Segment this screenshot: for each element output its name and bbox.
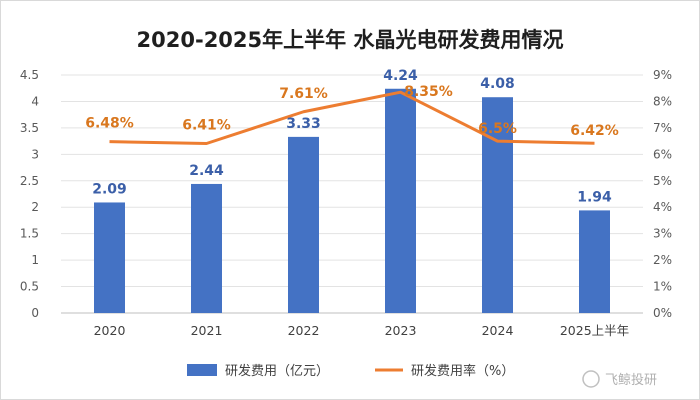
x-axis: 2020 2021 2022 2023 2024 2025上半年 [94, 323, 630, 338]
right-tick-label: 8% [653, 94, 672, 108]
left-tick-label: 3.5 [20, 121, 39, 135]
bar-data-labels: 2.09 2.44 3.33 4.24 4.08 1.94 [92, 68, 612, 206]
legend-bar-label: 研发费用（亿元） [225, 363, 329, 379]
left-tick-label: 3 [31, 147, 39, 161]
bar [385, 88, 416, 313]
watermark-logo-icon [582, 370, 600, 388]
line-series [109, 90, 595, 145]
bar-value-label: 4.08 [480, 76, 515, 92]
bar-value-label: 2.09 [92, 181, 127, 197]
bar [94, 202, 125, 313]
bar-series [94, 88, 610, 313]
legend-line-label: 研发费用率（%） [411, 363, 514, 379]
bar [482, 97, 513, 313]
left-tick-label: 0.5 [20, 280, 39, 294]
x-tick-label: 2023 [385, 323, 417, 338]
line-value-label: 6.48% [85, 116, 134, 132]
left-tick-label: 4.5 [20, 68, 39, 82]
chart-title: 2020-2025年上半年 水晶光电研发费用情况 [137, 28, 564, 52]
bar [579, 210, 610, 313]
line-value-label: 6.5% [478, 121, 517, 137]
left-tick-label: 2.5 [20, 174, 39, 188]
right-tick-label: 6% [653, 147, 672, 161]
x-tick-label: 2021 [191, 323, 223, 338]
right-tick-label: 3% [653, 227, 672, 241]
watermark-text: 飞鲸投研 [605, 372, 657, 388]
line-value-label: 7.61% [279, 86, 328, 102]
right-tick-label: 2% [653, 253, 672, 267]
left-axis: 0 0.5 1 1.5 2 2.5 3 3.5 4 4.5 [20, 68, 39, 320]
gridlines [61, 74, 643, 314]
legend: 研发费用（亿元） 研发费用率（%） [187, 363, 514, 379]
line-value-label: 6.41% [182, 117, 231, 133]
left-tick-label: 4 [31, 94, 39, 108]
left-tick-label: 2 [31, 200, 39, 214]
bar-value-label: 1.94 [577, 189, 612, 205]
left-tick-label: 1.5 [20, 227, 39, 241]
right-tick-label: 9% [653, 68, 672, 82]
bar [288, 136, 319, 313]
right-axis: 0% 1% 2% 3% 4% 5% 6% 7% 8% 9% [653, 68, 672, 320]
line-value-label: 6.42% [570, 123, 619, 139]
bar-value-label: 2.44 [189, 163, 224, 179]
x-tick-label: 2025上半年 [560, 323, 629, 338]
right-tick-label: 5% [653, 174, 672, 188]
watermark: 飞鲸投研 [582, 370, 657, 388]
bar-value-label: 4.24 [383, 68, 418, 84]
legend-bar-swatch [187, 364, 217, 376]
right-tick-label: 7% [653, 121, 672, 135]
left-tick-label: 1 [31, 253, 39, 267]
right-tick-label: 1% [653, 280, 672, 294]
line-data-labels: 6.48% 6.41% 7.61% 8.35% 6.5% 6.42% [85, 84, 619, 139]
right-tick-label: 4% [653, 200, 672, 214]
x-tick-label: 2024 [482, 323, 514, 338]
bar [191, 183, 222, 313]
line-value-label: 8.35% [404, 84, 453, 100]
series-line [109, 90, 595, 145]
bar-value-label: 3.33 [286, 116, 321, 132]
x-tick-label: 2020 [94, 323, 126, 338]
right-tick-label: 0% [653, 306, 672, 320]
x-tick-label: 2022 [288, 323, 320, 338]
left-tick-label: 0 [31, 306, 39, 320]
